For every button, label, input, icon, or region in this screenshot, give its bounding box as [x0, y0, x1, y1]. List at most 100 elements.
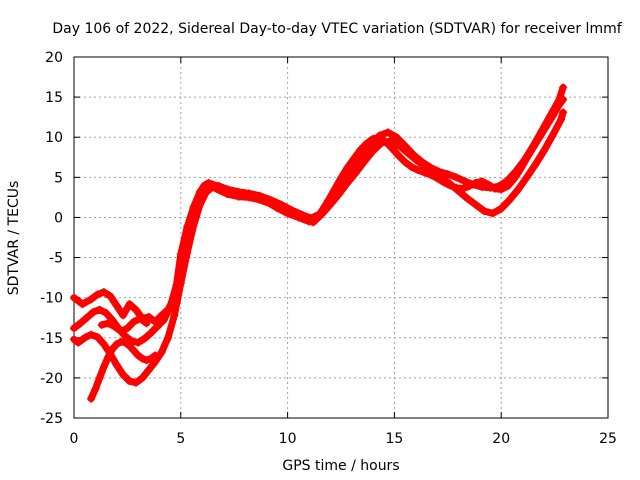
- data-point: [189, 221, 198, 230]
- data-point: [559, 108, 568, 117]
- data-point: [106, 292, 115, 301]
- x-tick-label: 20: [492, 431, 510, 447]
- data-point: [520, 155, 529, 164]
- data-point: [82, 313, 91, 322]
- data-point: [477, 182, 486, 191]
- data-point: [512, 166, 521, 175]
- data-point: [116, 327, 125, 336]
- data-point: [112, 361, 121, 370]
- data-point: [407, 162, 416, 171]
- data-point: [87, 295, 96, 304]
- data-point: [125, 300, 134, 309]
- data-point: [383, 128, 392, 137]
- y-tick-label: 15: [45, 90, 63, 106]
- data-point: [420, 162, 429, 171]
- data-point: [97, 320, 106, 329]
- data-point: [386, 137, 395, 146]
- data-point: [140, 334, 149, 343]
- data-point: [196, 200, 205, 209]
- data-point: [215, 186, 224, 195]
- data-point: [522, 173, 531, 182]
- data-point: [503, 176, 512, 185]
- data-point: [151, 351, 160, 360]
- data-point: [70, 324, 78, 333]
- x-tick-label: 0: [70, 431, 79, 447]
- data-point: [437, 173, 446, 182]
- data-point: [317, 210, 326, 219]
- data-point: [460, 177, 469, 186]
- y-tick-label: -10: [40, 291, 63, 307]
- data-point: [546, 111, 555, 120]
- data-point: [116, 337, 125, 346]
- data-point: [146, 354, 155, 363]
- data-point: [138, 354, 147, 363]
- data-point: [170, 311, 179, 320]
- data-point: [99, 288, 108, 297]
- y-tick-label: -15: [40, 331, 63, 347]
- data-point: [480, 207, 489, 216]
- data-point: [91, 385, 100, 394]
- data-series: [70, 83, 568, 403]
- data-point: [78, 300, 87, 309]
- data-point: [136, 314, 145, 323]
- y-tick-label: 20: [45, 50, 63, 66]
- data-point: [119, 311, 128, 320]
- data-point: [413, 166, 422, 175]
- data-point: [469, 180, 478, 189]
- data-point: [176, 279, 185, 288]
- data-point: [202, 187, 211, 196]
- axis-ticks: [73, 56, 609, 419]
- data-point: [125, 341, 134, 350]
- data-point: [134, 338, 143, 347]
- data-point: [559, 83, 568, 92]
- data-point: [403, 148, 412, 157]
- data-point: [138, 373, 147, 382]
- data-point: [488, 209, 497, 218]
- data-point: [548, 131, 557, 140]
- data-point: [125, 377, 134, 386]
- data-point: [134, 351, 143, 360]
- data-point: [245, 193, 254, 202]
- grid: [74, 57, 608, 418]
- data-point: [131, 378, 140, 387]
- data-point: [74, 338, 83, 347]
- data-point: [266, 199, 275, 208]
- data-point: [309, 218, 318, 227]
- data-point: [112, 340, 121, 349]
- data-point: [163, 305, 172, 314]
- data-point: [144, 365, 153, 374]
- data-point: [121, 338, 130, 347]
- data-point: [183, 248, 192, 257]
- data-point: [392, 133, 401, 142]
- data-point: [234, 192, 243, 201]
- data-point: [123, 324, 132, 333]
- data-point: [529, 142, 538, 151]
- data-point: [142, 319, 151, 328]
- x-axis-label: GPS time / hours: [282, 458, 399, 474]
- y-tick-label: 0: [54, 210, 63, 226]
- y-tick-label: 5: [54, 170, 63, 186]
- data-point: [87, 394, 96, 403]
- data-point: [557, 115, 566, 124]
- data-point: [486, 183, 495, 192]
- data-point: [76, 319, 85, 328]
- data-point: [255, 195, 264, 204]
- data-point: [326, 200, 335, 209]
- data-point: [366, 141, 375, 150]
- data-point: [298, 214, 307, 223]
- data-point: [70, 335, 78, 344]
- data-point: [87, 330, 96, 339]
- data-point: [80, 333, 89, 342]
- x-tick-label: 10: [279, 431, 297, 447]
- data-point: [104, 319, 113, 328]
- data-point: [208, 182, 217, 191]
- data-point: [93, 332, 102, 341]
- data-point: [411, 155, 420, 164]
- y-axis-label: SDTVAR / TECUs: [6, 181, 22, 296]
- data-point: [351, 168, 360, 177]
- series-track-early-upper: [97, 314, 151, 336]
- data-point: [157, 348, 166, 357]
- data-point: [89, 308, 98, 317]
- y-axis-tick-labels: -25 -20 -15 -10 -5 0 5 10 15 20: [40, 50, 63, 427]
